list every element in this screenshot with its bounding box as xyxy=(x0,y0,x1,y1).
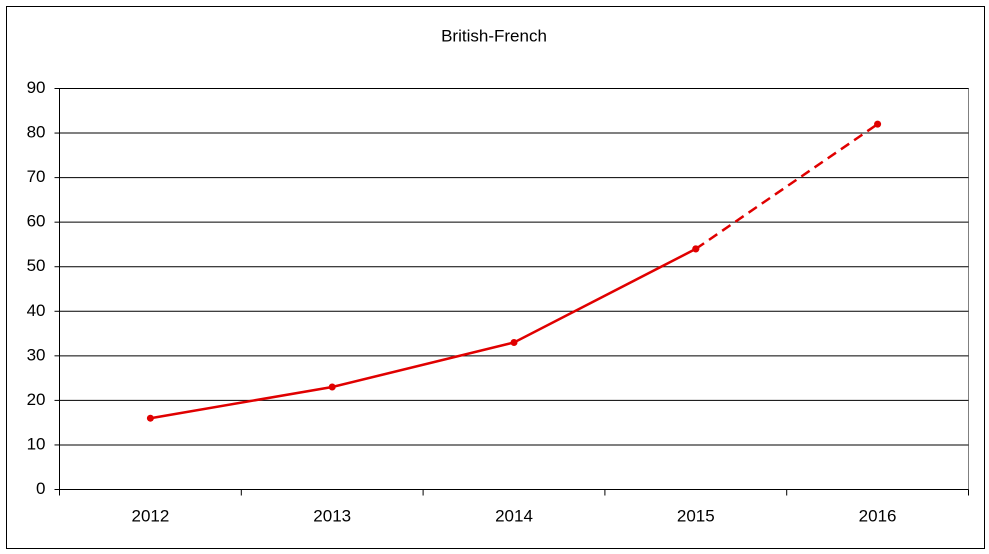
x-tick-label: 2012 xyxy=(131,506,169,525)
y-tick-label: 30 xyxy=(27,345,46,364)
plot-area xyxy=(59,88,969,490)
y-tick-label: 20 xyxy=(27,390,46,409)
y-tick-label: 0 xyxy=(36,479,45,498)
y-tick-label: 60 xyxy=(27,212,46,231)
y-tick-label: 80 xyxy=(27,123,46,142)
x-tick-label: 2014 xyxy=(495,506,533,525)
y-tick-label: 40 xyxy=(27,301,46,320)
chart-title: British-French xyxy=(441,26,547,45)
data-point xyxy=(692,245,700,253)
data-point xyxy=(510,338,518,346)
x-tick-label: 2015 xyxy=(677,506,715,525)
y-tick-label: 50 xyxy=(27,256,46,275)
y-tick-label: 10 xyxy=(27,434,46,453)
x-tick-label: 2013 xyxy=(313,506,351,525)
series-line xyxy=(150,247,697,420)
data-point xyxy=(146,414,154,422)
x-tick-label: 2016 xyxy=(859,506,897,525)
data-point xyxy=(328,383,336,391)
data-point xyxy=(874,120,882,128)
y-tick-label: 70 xyxy=(27,167,46,186)
series-line xyxy=(695,123,879,250)
y-tick-label: 90 xyxy=(27,78,46,97)
